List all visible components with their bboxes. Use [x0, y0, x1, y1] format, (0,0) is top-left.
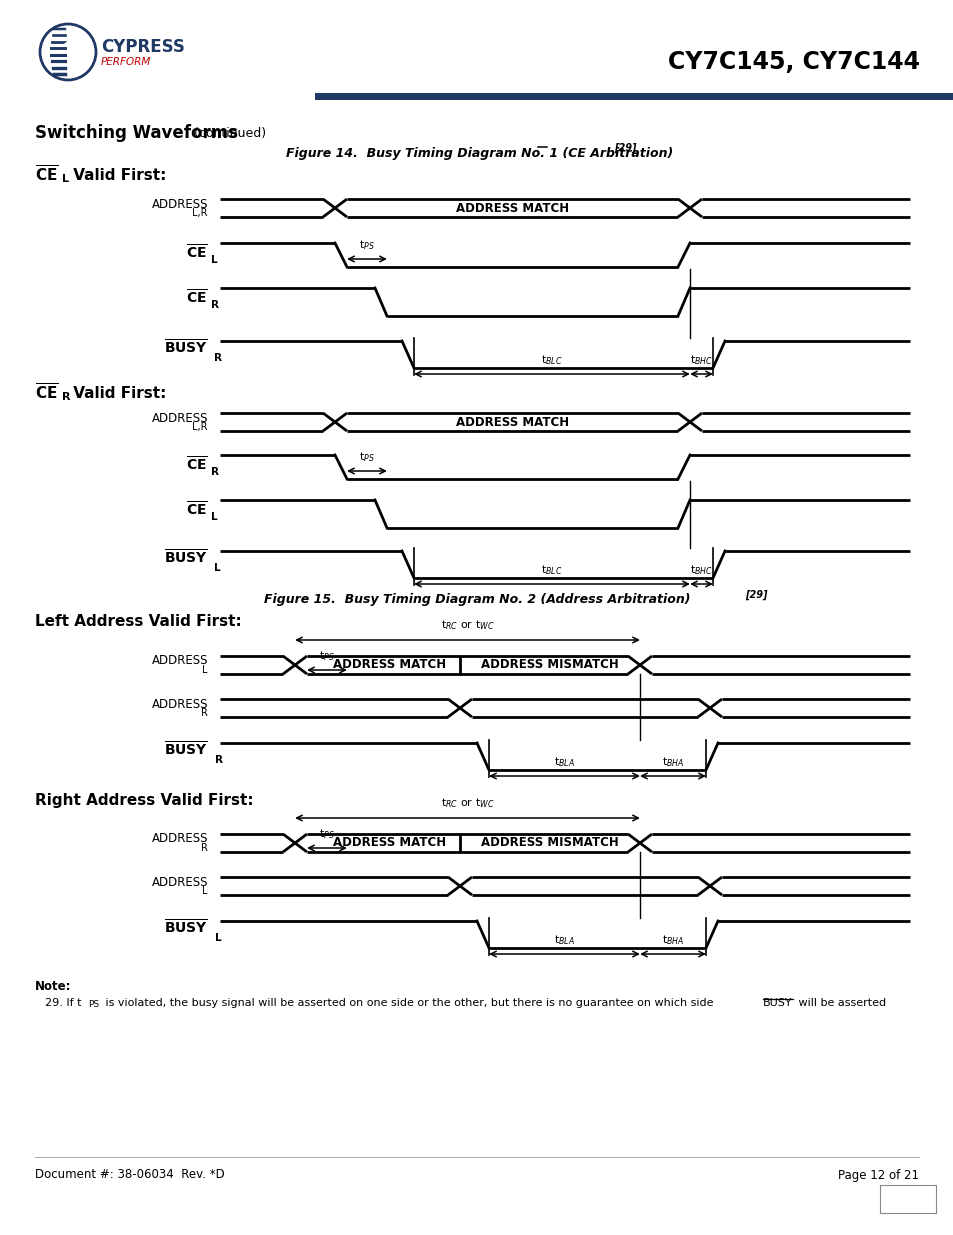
- Text: L: L: [202, 664, 208, 676]
- Text: $\overline{\mathbf{BUSY}}$: $\overline{\mathbf{BUSY}}$: [164, 918, 208, 936]
- Text: BUSY: BUSY: [762, 998, 792, 1008]
- Text: $\overline{\mathbf{CE}}$: $\overline{\mathbf{CE}}$: [186, 243, 208, 261]
- Text: t$_{BHC}$: t$_{BHC}$: [689, 563, 712, 577]
- Text: ADDRESS MATCH: ADDRESS MATCH: [456, 415, 569, 429]
- Text: L: L: [213, 563, 220, 573]
- Text: ADDRESS: ADDRESS: [152, 832, 208, 846]
- Text: ADDRESS MATCH: ADDRESS MATCH: [333, 658, 446, 672]
- Text: t$_{RC}$ or t$_{WC}$: t$_{RC}$ or t$_{WC}$: [440, 797, 494, 810]
- Text: Figure 15.  Busy Timing Diagram No. 2 (Address Arbitration): Figure 15. Busy Timing Diagram No. 2 (Ad…: [263, 594, 690, 606]
- Text: ADDRESS MATCH: ADDRESS MATCH: [456, 201, 569, 215]
- Text: $\overline{\mathbf{CE}}$: $\overline{\mathbf{CE}}$: [35, 165, 58, 185]
- Text: t$_{PS}$: t$_{PS}$: [318, 650, 335, 663]
- Text: L: L: [62, 174, 69, 184]
- Text: Switching Waveforms: Switching Waveforms: [35, 124, 237, 142]
- Text: will be asserted: will be asserted: [794, 998, 885, 1008]
- Text: t$_{PS}$: t$_{PS}$: [358, 238, 375, 252]
- Text: $\overline{\mathbf{CE}}$: $\overline{\mathbf{CE}}$: [186, 288, 208, 306]
- Text: ADDRESS MISMATCH: ADDRESS MISMATCH: [480, 836, 618, 850]
- Text: Right Address Valid First:: Right Address Valid First:: [35, 793, 253, 808]
- Text: Valid First:: Valid First:: [68, 168, 166, 183]
- Text: $\overline{\mathbf{CE}}$: $\overline{\mathbf{CE}}$: [35, 383, 58, 403]
- Text: ADDRESS: ADDRESS: [152, 698, 208, 710]
- Text: $\overline{\mathbf{BUSY}}$: $\overline{\mathbf{BUSY}}$: [164, 338, 208, 356]
- Text: [29]: [29]: [744, 590, 767, 600]
- Text: Page 12 of 21: Page 12 of 21: [837, 1168, 918, 1182]
- Text: ADDRESS: ADDRESS: [152, 876, 208, 888]
- Text: t$_{BHC}$: t$_{BHC}$: [689, 353, 712, 367]
- Text: ADDRESS: ADDRESS: [152, 655, 208, 667]
- Text: R: R: [211, 300, 219, 310]
- Text: [29]: [29]: [613, 143, 636, 153]
- Text: t$_{PS}$: t$_{PS}$: [318, 827, 335, 841]
- Text: Figure 14.  Busy Timing Diagram No. 1 (CE Arbitration): Figure 14. Busy Timing Diagram No. 1 (CE…: [286, 147, 673, 159]
- Text: CYPRESS: CYPRESS: [101, 38, 185, 56]
- Text: t$_{BLC}$: t$_{BLC}$: [540, 353, 562, 367]
- Text: ADDRESS MISMATCH: ADDRESS MISMATCH: [480, 658, 618, 672]
- Text: PS: PS: [88, 1000, 99, 1009]
- Text: 29. If t: 29. If t: [45, 998, 81, 1008]
- Text: PERFORM: PERFORM: [101, 57, 152, 67]
- Text: t$_{BLA}$: t$_{BLA}$: [554, 934, 575, 947]
- Text: $\overline{\mathbf{CE}}$: $\overline{\mathbf{CE}}$: [186, 454, 208, 473]
- Text: CY7C145, CY7C144: CY7C145, CY7C144: [667, 49, 919, 74]
- Text: L: L: [214, 932, 221, 944]
- Text: t$_{BLA}$: t$_{BLA}$: [554, 755, 575, 769]
- Text: t$_{BHA}$: t$_{BHA}$: [661, 934, 683, 947]
- Text: t$_{BLC}$: t$_{BLC}$: [540, 563, 562, 577]
- Text: Document #: 38-06034  Rev. *D: Document #: 38-06034 Rev. *D: [35, 1168, 225, 1182]
- Bar: [879, 1186, 935, 1213]
- Text: $\overline{\mathbf{BUSY}}$: $\overline{\mathbf{BUSY}}$: [164, 548, 208, 566]
- Text: (continued): (continued): [190, 126, 266, 140]
- Text: t$_{BHA}$: t$_{BHA}$: [661, 755, 683, 769]
- Text: R: R: [201, 708, 208, 718]
- Text: R: R: [214, 755, 223, 764]
- Text: t$_{RC}$ or t$_{WC}$: t$_{RC}$ or t$_{WC}$: [440, 619, 494, 632]
- Bar: [314, 93, 953, 100]
- Text: R: R: [62, 391, 71, 403]
- Text: $\overline{\mathbf{BUSY}}$: $\overline{\mathbf{BUSY}}$: [164, 740, 208, 758]
- Text: L: L: [202, 885, 208, 897]
- Text: t$_{PS}$: t$_{PS}$: [358, 451, 375, 464]
- Text: R: R: [211, 467, 219, 477]
- Text: $\overline{\mathbf{CE}}$: $\overline{\mathbf{CE}}$: [186, 500, 208, 519]
- Text: L: L: [211, 254, 217, 266]
- Text: ADDRESS: ADDRESS: [152, 198, 208, 210]
- Text: L: L: [211, 513, 217, 522]
- Text: Valid First:: Valid First:: [68, 385, 166, 400]
- Text: ADDRESS MATCH: ADDRESS MATCH: [333, 836, 446, 850]
- Text: L,R: L,R: [193, 422, 208, 432]
- Text: Note:: Note:: [35, 981, 71, 993]
- Text: R: R: [213, 353, 222, 363]
- Text: is violated, the busy signal will be asserted on one side or the other, but ther: is violated, the busy signal will be ass…: [102, 998, 717, 1008]
- Text: L,R: L,R: [193, 207, 208, 219]
- Text: Left Address Valid First:: Left Address Valid First:: [35, 615, 241, 630]
- Text: R: R: [201, 844, 208, 853]
- Text: ADDRESS: ADDRESS: [152, 411, 208, 425]
